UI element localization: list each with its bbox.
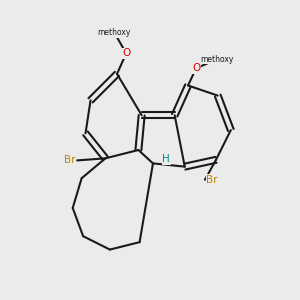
Text: Br: Br bbox=[64, 155, 76, 165]
Text: O: O bbox=[122, 48, 130, 59]
Text: H: H bbox=[163, 154, 170, 164]
Text: methoxy: methoxy bbox=[200, 55, 234, 64]
Text: methoxy: methoxy bbox=[98, 28, 131, 37]
Text: Br: Br bbox=[206, 175, 218, 185]
Text: O: O bbox=[192, 63, 200, 73]
